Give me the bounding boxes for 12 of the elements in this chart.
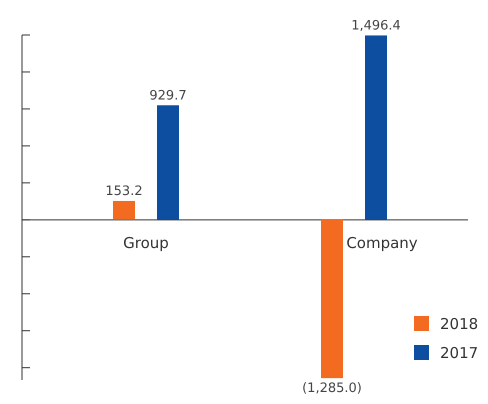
legend-label: 2017 <box>440 344 478 362</box>
bar <box>365 35 387 220</box>
legend-label: 2018 <box>440 315 478 333</box>
data-label: 153.2 <box>105 184 143 199</box>
bar <box>321 220 343 378</box>
x-tick-label: Group <box>123 234 169 252</box>
x-tick-label: Company <box>346 234 418 252</box>
bar <box>157 105 179 220</box>
data-label: 929.7 <box>149 88 187 104</box>
data-label: 1,496.4 <box>351 18 401 34</box>
bar <box>113 200 135 220</box>
data-label: (1,285.0) <box>302 381 362 396</box>
